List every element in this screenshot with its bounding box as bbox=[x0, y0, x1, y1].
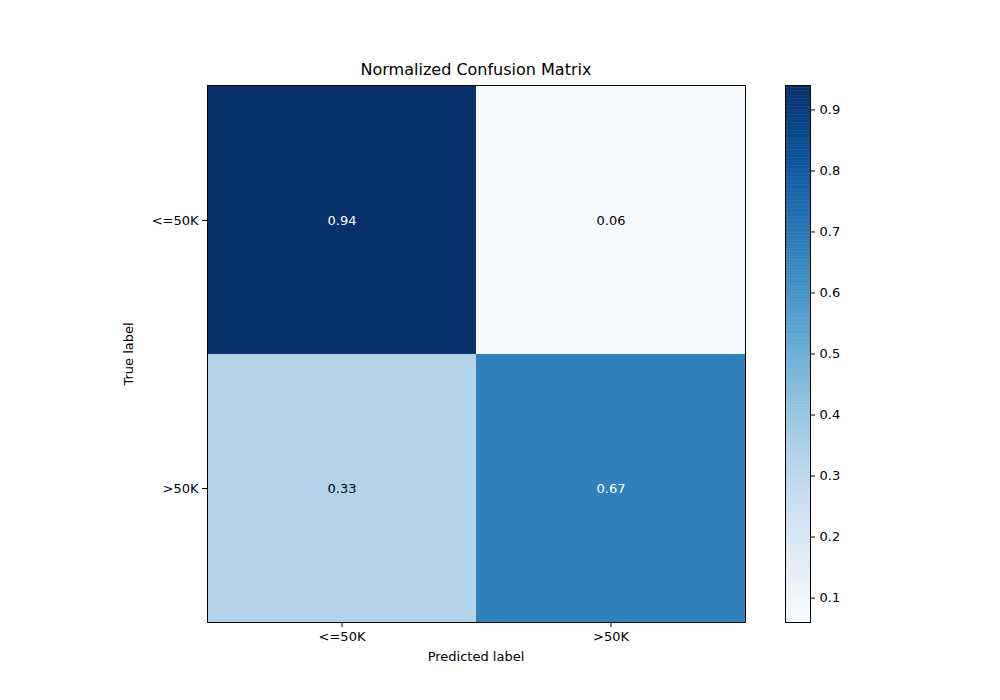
svg-text:>50K: >50K bbox=[163, 481, 199, 496]
svg-text:0.6: 0.6 bbox=[820, 285, 841, 300]
svg-text:0.4: 0.4 bbox=[820, 407, 841, 422]
svg-text:0.94: 0.94 bbox=[328, 213, 357, 228]
svg-text:<=50K: <=50K bbox=[319, 629, 366, 644]
html-text:Normalized Confusion Matrix: Normalized Confusion Matrix bbox=[360, 60, 592, 79]
svg-text:0.8: 0.8 bbox=[820, 163, 841, 178]
svg-text:0.7: 0.7 bbox=[820, 224, 841, 239]
svg-text:<=50K: <=50K bbox=[152, 213, 199, 228]
svg-text:0.3: 0.3 bbox=[820, 468, 841, 483]
svg-text:0.1: 0.1 bbox=[820, 590, 841, 605]
html-text:True label: True label bbox=[120, 322, 136, 386]
html-text:Predicted label: Predicted label bbox=[427, 649, 525, 664]
svg-text:0.9: 0.9 bbox=[820, 102, 841, 117]
svg-text:0.06: 0.06 bbox=[597, 213, 626, 228]
svg-text:>50K: >50K bbox=[593, 629, 629, 644]
svg-text:0.2: 0.2 bbox=[820, 529, 841, 544]
svg-text:0.33: 0.33 bbox=[328, 481, 357, 496]
svg-text:0.67: 0.67 bbox=[597, 481, 626, 496]
svg-text:0.5: 0.5 bbox=[820, 346, 841, 361]
